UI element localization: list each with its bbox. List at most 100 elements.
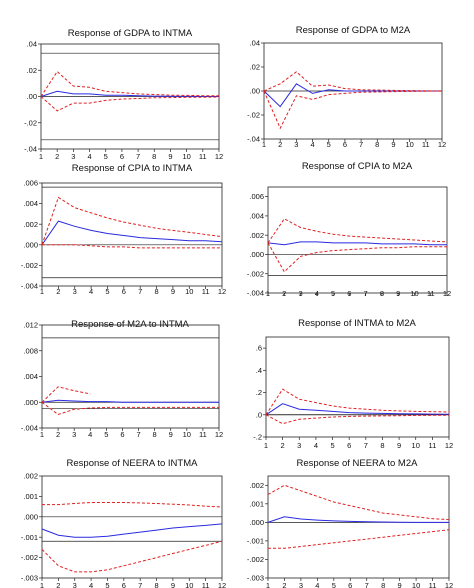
x-tick-label: 11 — [429, 581, 437, 588]
y-tick-label: .000 — [23, 512, 38, 521]
lower-confidence-band — [265, 414, 450, 425]
upper-confidence-band — [41, 386, 91, 403]
x-tick-label: 12 — [443, 289, 451, 298]
x-tick-label: 12 — [218, 287, 226, 296]
y-tick-label: .000 — [23, 398, 38, 407]
x-tick-label: 4 — [310, 140, 314, 149]
x-tick-label: 3 — [298, 289, 302, 298]
y-tick-label: -.004 — [21, 282, 38, 291]
x-tick-label: 4 — [315, 289, 319, 298]
y-tick-label: .000 — [23, 240, 38, 249]
y-tick-label: -.02 — [247, 111, 260, 120]
x-tick-label: 1 — [40, 581, 44, 588]
y-tick-label: .6 — [256, 344, 262, 353]
x-tick-label: 2 — [278, 140, 282, 149]
x-tick-label: 8 — [154, 287, 158, 296]
plot-frame — [41, 182, 223, 287]
x-tick-label: 6 — [120, 152, 124, 161]
x-tick-label: 1 — [262, 140, 266, 149]
response-line — [263, 83, 442, 108]
x-tick-label: 6 — [347, 441, 351, 450]
x-tick-label: 10 — [410, 289, 418, 298]
y-tick-label: .000 — [249, 518, 264, 527]
x-tick-label: 2 — [282, 289, 286, 298]
response-line — [267, 241, 447, 246]
x-tick-label: 5 — [105, 287, 109, 296]
x-tick-label: 7 — [138, 581, 142, 588]
x-tick-label: 7 — [136, 152, 140, 161]
y-tick-label: -.001 — [21, 533, 38, 542]
x-tick-label: 12 — [215, 430, 223, 439]
upper-confidence-band — [267, 484, 450, 521]
y-tick-label: .02 — [27, 66, 37, 75]
x-tick-label: 1 — [266, 289, 270, 298]
y-tick-label: .012 — [23, 321, 38, 330]
x-tick-label: 12 — [445, 441, 453, 450]
x-tick-label: 8 — [375, 140, 379, 149]
x-tick-label: 1 — [39, 152, 43, 161]
y-tick-label: .4 — [256, 366, 262, 375]
response-line — [267, 516, 449, 523]
y-tick-label: .001 — [249, 499, 264, 508]
x-tick-label: 9 — [397, 441, 401, 450]
x-tick-label: 8 — [380, 289, 384, 298]
x-tick-label: 6 — [122, 287, 126, 296]
x-tick-label: 9 — [398, 581, 402, 588]
x-tick-label: 5 — [331, 289, 335, 298]
x-tick-label: 10 — [412, 581, 420, 588]
x-tick-label: 5 — [330, 441, 334, 450]
lower-confidence-band — [267, 242, 447, 273]
y-tick-label: .02 — [250, 63, 260, 72]
x-tick-label: 10 — [185, 581, 193, 588]
x-tick-label: 4 — [89, 581, 93, 588]
x-tick-label: 8 — [380, 441, 384, 450]
x-tick-label: 10 — [182, 152, 190, 161]
x-tick-label: 11 — [422, 140, 430, 149]
y-tick-label: -.002 — [247, 555, 264, 564]
panel-title: Response of INTMA to M2A — [298, 318, 416, 329]
y-tick-label: -.02 — [24, 118, 37, 127]
x-tick-label: 11 — [428, 441, 436, 450]
y-tick-label: -.004 — [21, 424, 38, 433]
x-tick-label: 3 — [73, 581, 77, 588]
x-tick-label: 9 — [171, 581, 175, 588]
plot-frame — [265, 336, 450, 438]
x-tick-label: 4 — [89, 287, 93, 296]
y-tick-label: -.002 — [21, 553, 38, 562]
x-tick-label: 9 — [169, 430, 173, 439]
x-tick-label: 8 — [154, 581, 158, 588]
x-tick-label: 6 — [348, 581, 352, 588]
response-line — [41, 220, 223, 246]
panel-title: Response of NEERA to INTMA — [67, 458, 199, 469]
y-tick-label: .002 — [249, 231, 264, 240]
x-tick-label: 6 — [120, 430, 124, 439]
y-tick-label: .006 — [23, 179, 38, 188]
upper-confidence-band — [263, 71, 443, 92]
x-tick-label: 4 — [88, 430, 92, 439]
x-tick-label: 10 — [412, 441, 420, 450]
y-tick-label: -.001 — [247, 537, 264, 546]
y-tick-label: .008 — [23, 346, 38, 355]
lower-confidence-band — [40, 96, 220, 112]
x-tick-label: 1 — [266, 581, 270, 588]
y-tick-label: .0 — [256, 410, 262, 419]
x-tick-label: 2 — [56, 430, 60, 439]
y-tick-label: .04 — [250, 39, 260, 48]
x-tick-label: 7 — [138, 287, 142, 296]
y-tick-label: .006 — [249, 192, 264, 201]
irf-panel-6: Response of INTMA to M2A.6.4.2.0-.21 2 3 4 5… — [253, 318, 453, 450]
lower-confidence-band — [42, 244, 222, 249]
y-tick-label: -.04 — [247, 135, 260, 144]
irf-panel-7: Response of NEERA to INTMA .002 .001 .000 -.… — [21, 458, 226, 588]
y-tick-label: .002 — [23, 220, 38, 229]
y-tick-label: .002 — [23, 472, 38, 481]
y-tick-label: .00 — [27, 92, 37, 101]
y-tick-label: -.003 — [247, 574, 264, 583]
y-tick-label: -.04 — [24, 145, 37, 154]
x-tick-label: 5 — [332, 581, 336, 588]
x-tick-label: 11 — [202, 287, 210, 296]
irf-panel-1: Response of GDPA to INTMA .04 .02 .00 -.02 -.… — [24, 28, 223, 161]
y-tick-label: -.004 — [247, 289, 264, 298]
lower-confidence-band — [263, 90, 443, 130]
